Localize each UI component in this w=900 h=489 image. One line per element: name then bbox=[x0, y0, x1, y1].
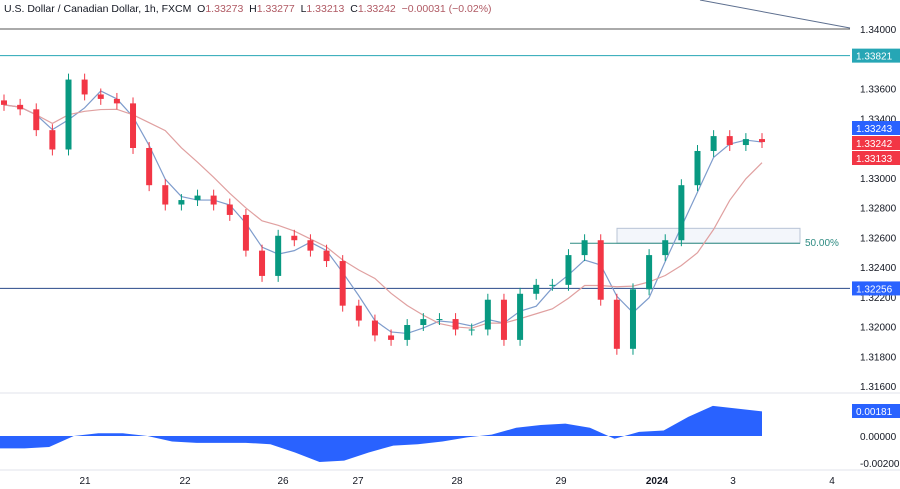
candle-body bbox=[388, 335, 395, 340]
oscillator-value: 0.00181 bbox=[856, 407, 893, 418]
candle-body bbox=[646, 255, 653, 290]
level-tag-label: 1.33821 bbox=[856, 52, 893, 63]
candle-body bbox=[517, 293, 524, 340]
price-tick: 1.32200 bbox=[860, 293, 897, 304]
candle-body bbox=[81, 79, 88, 95]
candle-body bbox=[226, 204, 233, 215]
candle-body bbox=[678, 185, 685, 241]
candle-body bbox=[49, 130, 56, 150]
candle-body bbox=[662, 240, 669, 256]
candle-body bbox=[726, 136, 733, 146]
oscillator-tick: -0.00200 bbox=[860, 459, 900, 470]
price-tag-label: 1.33242 bbox=[856, 139, 893, 150]
time-tick: 22 bbox=[179, 476, 191, 487]
candle-body bbox=[484, 299, 491, 330]
candle-body bbox=[404, 325, 411, 340]
change-value: −0.00031 (−0.02%) bbox=[401, 3, 492, 15]
candle-body bbox=[694, 150, 701, 186]
candle-body bbox=[307, 240, 314, 251]
fib-level-label: 50.00% bbox=[805, 238, 839, 249]
candle-body bbox=[242, 214, 249, 251]
price-tick: 1.32800 bbox=[860, 204, 897, 215]
price-tag bbox=[852, 121, 900, 135]
candle-body bbox=[65, 79, 72, 150]
candle-body bbox=[742, 139, 749, 146]
candle-body bbox=[194, 195, 201, 201]
time-tick: 4 bbox=[829, 476, 835, 487]
candle-body bbox=[468, 329, 475, 331]
level-tag-label: 1.32256 bbox=[856, 284, 893, 295]
high-label: H bbox=[249, 3, 257, 15]
candle-body bbox=[500, 299, 507, 340]
time-tick: 3 bbox=[730, 476, 736, 487]
oscillator-tick: 0.00000 bbox=[860, 432, 897, 443]
trend-line bbox=[699, 0, 851, 29]
candle-body bbox=[33, 109, 40, 131]
price-tag bbox=[852, 151, 900, 165]
time-tick: 28 bbox=[451, 476, 463, 487]
price-tick: 1.32400 bbox=[860, 263, 897, 274]
price-tick: 1.32600 bbox=[860, 233, 897, 244]
candle-body bbox=[113, 98, 120, 104]
level-tag bbox=[852, 281, 900, 296]
chart-header: U.S. Dollar / Canadian Dollar, 1h, FXCM … bbox=[4, 3, 492, 15]
slow-ma-line bbox=[3, 104, 763, 329]
candle-body bbox=[339, 261, 346, 306]
candle-body bbox=[17, 104, 24, 110]
candle-body bbox=[759, 139, 765, 143]
candle-body bbox=[291, 235, 298, 241]
low-label: L bbox=[300, 3, 307, 15]
candle-body bbox=[533, 284, 540, 294]
candle-body bbox=[259, 250, 266, 276]
candle-body bbox=[323, 250, 330, 262]
level-tag bbox=[852, 48, 900, 63]
time-tick: 2024 bbox=[646, 476, 669, 487]
price-tag-label: 1.33243 bbox=[856, 124, 893, 135]
candle-body bbox=[210, 195, 217, 205]
price-tick: 1.33600 bbox=[860, 85, 897, 96]
low-value: 1.33213 bbox=[306, 3, 345, 15]
high-value: 1.33277 bbox=[256, 3, 295, 15]
candle-body bbox=[565, 255, 572, 285]
candle-body bbox=[549, 284, 556, 286]
price-tick: 1.32000 bbox=[860, 323, 897, 334]
candle-body bbox=[613, 299, 620, 349]
candle-body bbox=[162, 185, 169, 205]
price-tag bbox=[852, 136, 900, 150]
open-value: 1.33273 bbox=[205, 3, 244, 15]
price-tick: 1.34000 bbox=[860, 25, 897, 36]
time-tick: 29 bbox=[555, 476, 567, 487]
price-tick: 1.33400 bbox=[860, 114, 897, 125]
candle-body bbox=[629, 289, 636, 349]
candle-body bbox=[581, 240, 588, 256]
time-tick: 21 bbox=[79, 476, 91, 487]
candle-body bbox=[371, 320, 378, 336]
oscillator-area bbox=[0, 405, 762, 463]
candle-body bbox=[275, 235, 282, 276]
candle-body bbox=[97, 94, 104, 99]
candle-body bbox=[1, 100, 7, 105]
symbol-title: U.S. Dollar / Canadian Dollar, 1h, FXCM bbox=[4, 3, 192, 15]
close-label: C bbox=[350, 3, 358, 15]
candle-body bbox=[178, 200, 185, 205]
candle-body bbox=[452, 319, 459, 330]
price-tick: 1.33000 bbox=[860, 174, 897, 185]
time-tick: 26 bbox=[277, 476, 289, 487]
candle-body bbox=[436, 319, 443, 321]
oscillator-tag bbox=[852, 404, 900, 418]
price-tick: 1.31800 bbox=[860, 352, 897, 363]
candle-body bbox=[355, 305, 362, 321]
candle-body bbox=[710, 136, 717, 151]
candle-body bbox=[420, 319, 427, 326]
candle-body bbox=[130, 103, 137, 148]
fast-ma-line bbox=[3, 90, 763, 335]
time-tick: 27 bbox=[352, 476, 364, 487]
price-tag-label: 1.33133 bbox=[856, 154, 893, 165]
open-label: O bbox=[197, 3, 206, 15]
close-value: 1.33242 bbox=[357, 3, 396, 15]
candle-body bbox=[146, 148, 153, 186]
price-tick: 1.31600 bbox=[860, 382, 897, 393]
candle-body bbox=[597, 240, 604, 300]
